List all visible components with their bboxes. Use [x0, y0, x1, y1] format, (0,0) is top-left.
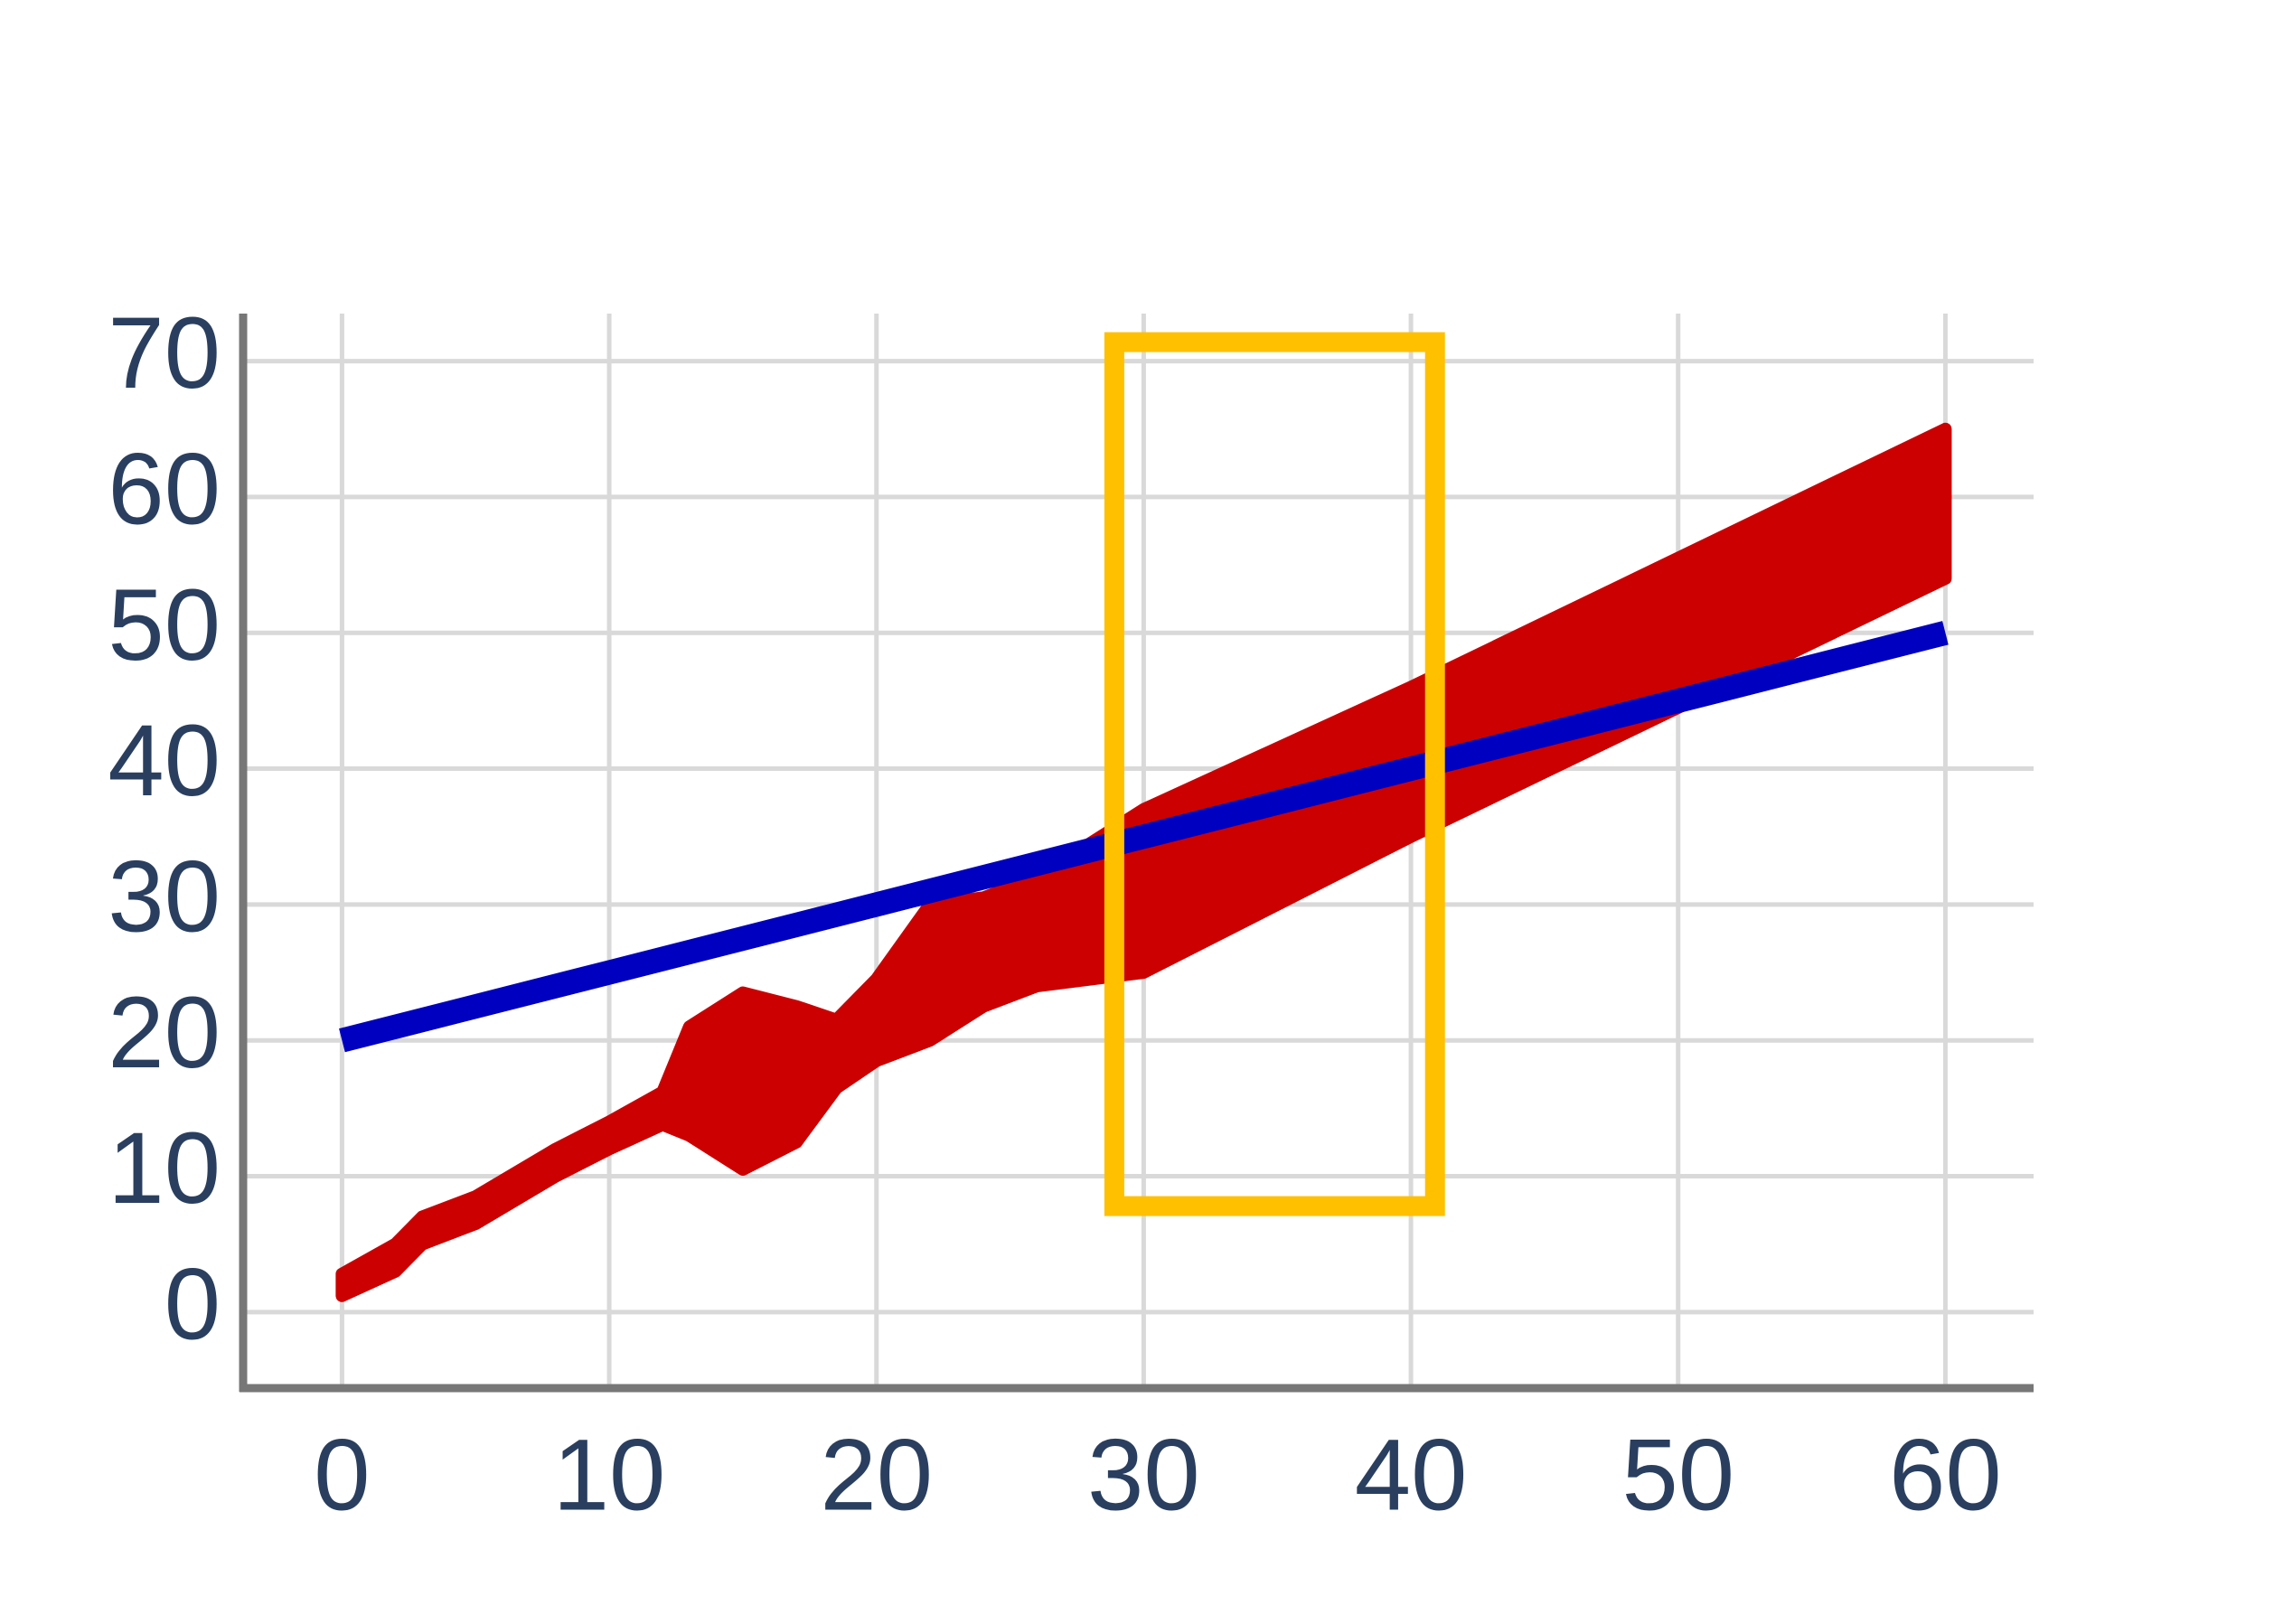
highlight-box	[1104, 332, 1445, 1216]
x-tick-label: 20	[820, 1419, 933, 1532]
x-tick-label: 40	[1355, 1419, 1468, 1532]
x-tick-label: 50	[1621, 1419, 1734, 1532]
y-tick-label: 60	[108, 433, 221, 546]
x-tick-label: 60	[1889, 1419, 2002, 1532]
y-tick-label: 10	[108, 1112, 221, 1225]
y-tick-label: 0	[164, 1247, 221, 1360]
x-tick-label: 0	[314, 1419, 370, 1532]
line	[339, 621, 1949, 1053]
y-tick-label: 50	[108, 568, 221, 681]
x-tick-label: 10	[553, 1419, 666, 1532]
y-tick-label: 70	[108, 296, 221, 409]
x-tick-label: 30	[1087, 1419, 1200, 1532]
error-band	[335, 422, 1952, 1302]
y-tick-label: 30	[108, 840, 221, 953]
y-tick-label: 40	[108, 704, 221, 817]
y-tick-label: 20	[108, 976, 221, 1089]
